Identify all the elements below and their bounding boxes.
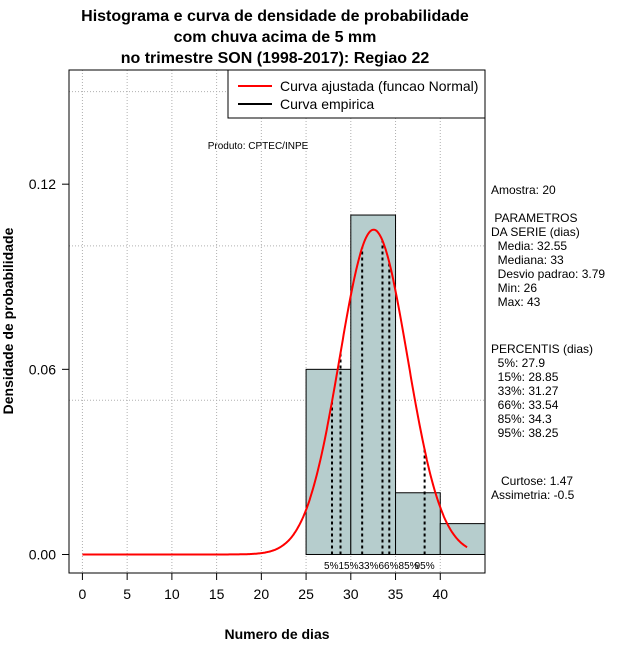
x-tick-label: 15 — [209, 586, 225, 602]
product-annotation: Produto: CPTEC/INPE — [208, 141, 309, 152]
y-tick-label: 0.12 — [29, 176, 56, 192]
x-tick-label: 25 — [298, 586, 314, 602]
y-tick-label: 0.00 — [29, 546, 56, 562]
percentile-axis-label-95: 95% — [415, 561, 435, 572]
chart-title-line-1: Histograma e curva de densidade de proba… — [81, 8, 469, 25]
sample-size: Amostra: 20 — [491, 183, 556, 197]
histogram-bar — [305, 368, 352, 555]
percentile-axis-labels: 5%15%33%66%85% — [324, 561, 419, 572]
x-tick-label: 5 — [123, 586, 131, 602]
x-tick-label: 10 — [164, 586, 180, 602]
legend-empirical-label: Curva empirica — [280, 96, 374, 112]
chart-title-line-3: no trimestre SON (1998-2017): Regiao 22 — [120, 50, 430, 67]
x-tick-label: 30 — [343, 586, 359, 602]
chart-title-line-2: com chuva acima de 5 mm — [173, 29, 377, 46]
x-tick-label: 20 — [254, 586, 270, 602]
histogram-bar — [350, 214, 397, 555]
x-tick-label: 35 — [388, 586, 404, 602]
histogram-bar — [439, 523, 486, 555]
x-axis-title: Numero de dias — [224, 626, 329, 642]
fitted-normal-curve — [82, 228, 468, 556]
legend-fitted-label: Curva ajustada (funcao Normal) — [280, 78, 478, 94]
legend-box — [227, 69, 486, 119]
y-tick-label: 0.06 — [29, 361, 56, 377]
y-axis-title: Densidade de probabilidade — [0, 227, 16, 414]
parameters-values: Media: 32.55 Mediana: 33 Desvio padrao: … — [497, 239, 606, 309]
percentiles-block: PERCENTIS (dias) 5%: 27.9 15%: 28.85 33%… — [491, 342, 594, 440]
shape-statistics: Curtose: 1.47 Assimetria: -0.5 — [491, 474, 575, 502]
parameters-heading: PARAMETROS DA SERIE (dias) — [491, 211, 580, 239]
x-tick-label: 40 — [432, 586, 448, 602]
x-tick-label: 0 — [79, 586, 87, 602]
histogram-bar — [395, 492, 441, 555]
